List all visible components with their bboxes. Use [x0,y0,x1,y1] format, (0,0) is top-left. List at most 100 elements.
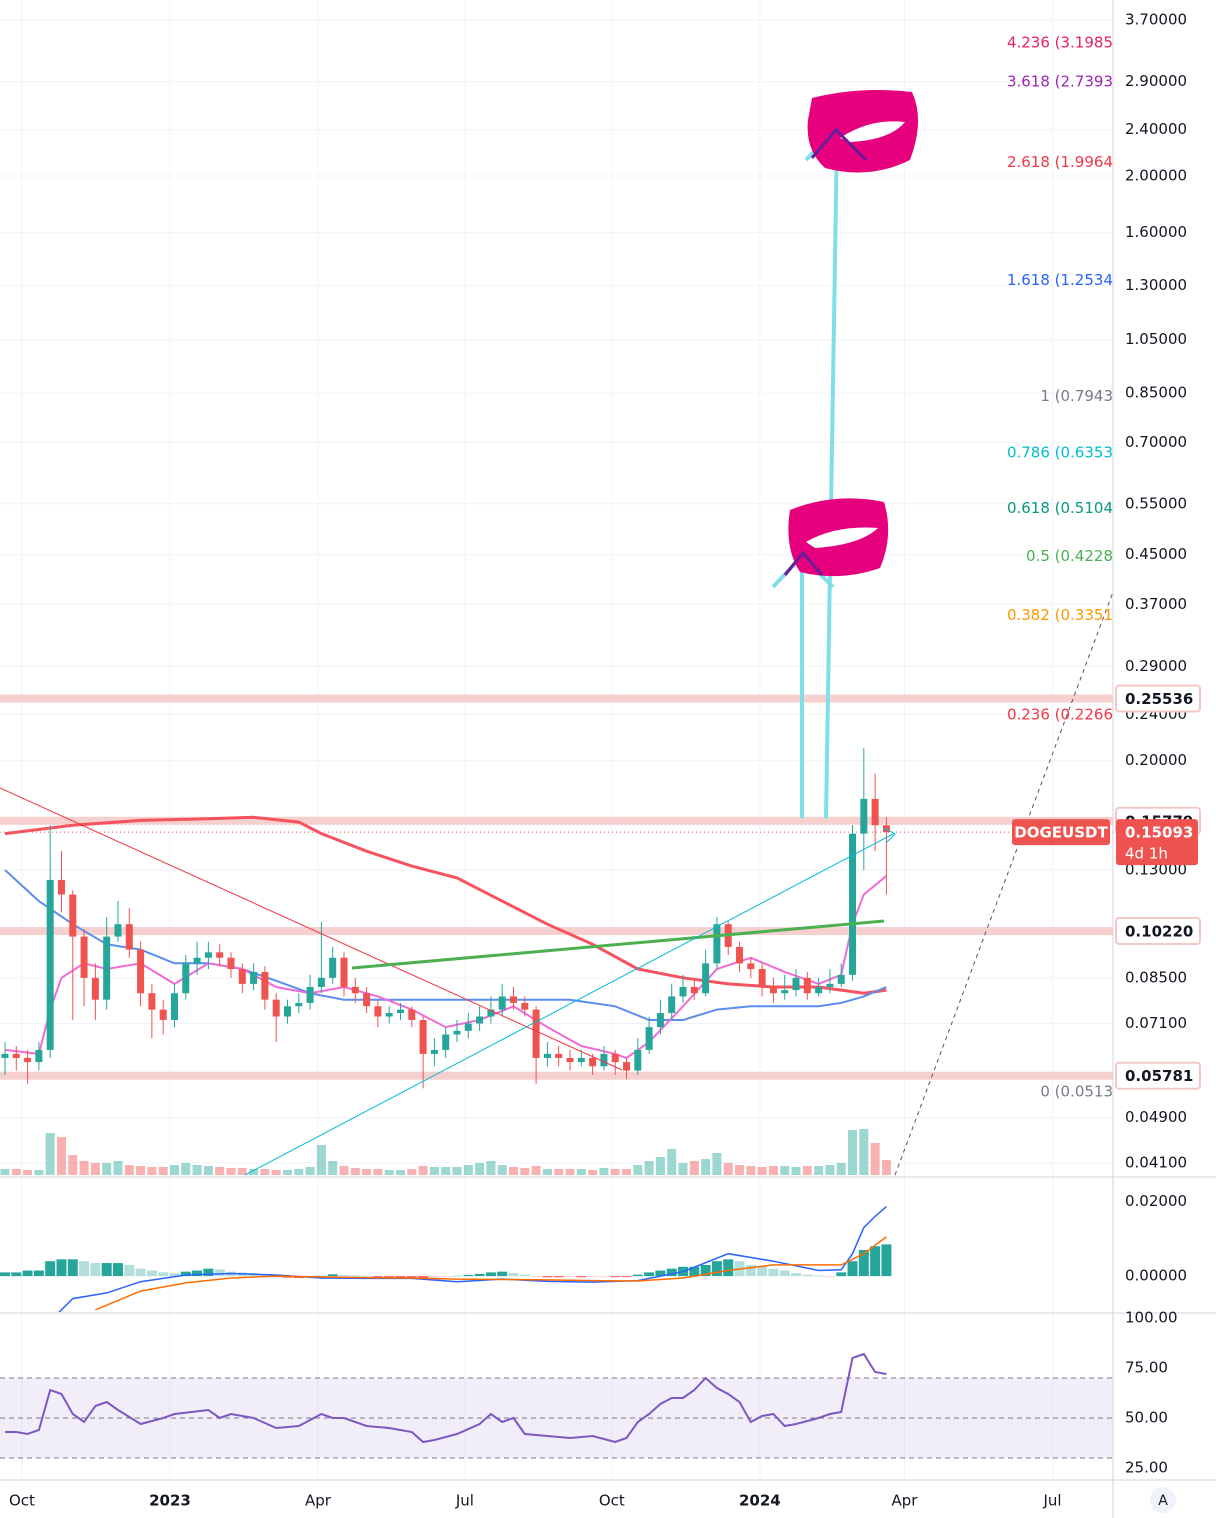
macd-histogram-bar [610,1276,621,1278]
highlight-blob [806,527,878,548]
candle-body [238,969,246,984]
candle-body [283,1006,291,1017]
grid [0,0,1113,1480]
volume-bar [0,1169,10,1175]
y-tick-label: 0.70000 [1125,433,1187,451]
candle-body [645,1027,653,1050]
macd-histogram-bar [565,1276,576,1278]
macd-histogram-bar [802,1274,813,1277]
volume-bar [622,1169,632,1175]
candle-body [12,1053,20,1058]
candle-body [363,993,371,1007]
candle-body [408,1009,416,1020]
candle-body [736,946,744,964]
macd-histogram-bar [745,1264,756,1277]
candle-body [261,971,269,1000]
macd-histogram-bar [45,1261,56,1277]
volume-bar [509,1167,519,1175]
candle-body [543,1053,551,1058]
y-tick-label: 1.60000 [1125,223,1187,241]
y-tick-label: 50.00 [1125,1409,1168,1427]
auto-scale-label[interactable]: A [1158,1493,1168,1509]
candle-body [566,1057,574,1063]
fib-label: 0.382 (0.3351 [1007,606,1113,624]
volume-bar [870,1143,880,1175]
volume-bar [633,1165,643,1175]
y-tick-label: 0.45000 [1125,545,1187,563]
y-tick-label: 100.00 [1125,1309,1178,1327]
macd-histogram-bar [56,1259,67,1277]
macd-histogram-bar [598,1276,609,1278]
macd-histogram-bar [79,1261,90,1277]
macd-histogram-bar [757,1266,768,1277]
x-tick-label: Oct [599,1492,625,1510]
trend-line [351,919,885,970]
fib-label: 0.618 (0.5104 [1007,499,1113,517]
arrow-head [883,827,896,844]
fib-label: 2.618 (1.9964 [1007,153,1113,171]
candle-body [713,924,721,964]
volume-bar [90,1163,100,1175]
macd-histogram-bar [723,1259,734,1277]
candle-body [702,963,710,994]
macd-histogram-bar [858,1249,869,1277]
volume-bar [113,1161,123,1175]
macd-histogram-bar [158,1272,169,1277]
macd-histogram-bar [22,1270,33,1277]
candle-body [577,1057,585,1063]
level-band [0,927,1113,936]
macd-histogram-bar [327,1274,338,1277]
volume-bar [328,1161,338,1175]
volume-bar [542,1169,552,1175]
volume-bar [147,1167,157,1175]
volume-bar [463,1165,473,1175]
volume-bar [56,1137,66,1175]
macd-histogram-bar [372,1276,383,1278]
macd-histogram-bar [338,1275,349,1277]
volume-bar [215,1167,225,1175]
macd-histogram-bar [621,1276,632,1278]
candle-body [826,983,834,987]
candle-body [385,1013,393,1017]
volume-bar [520,1168,530,1175]
candle-body [306,986,314,1003]
fib-label: 1.618 (1.2534 [1007,271,1113,289]
price-tag-label: 0.15093 [1125,824,1193,842]
x-tick-label: Oct [9,1492,35,1510]
candle-body [91,977,99,1000]
candle-body [656,1013,664,1028]
macd-histogram-bar [542,1276,553,1278]
volume-bar [23,1170,33,1175]
y-tick-label: 0.04100 [1125,1153,1187,1171]
candle-body [69,894,77,937]
y-tick-label: 0.00000 [1125,1267,1187,1285]
macd-histogram-bar [124,1264,135,1277]
volume-bar [712,1153,722,1175]
y-tick-label: 0.20000 [1125,751,1187,769]
y-tick-label: 0.08500 [1125,968,1187,986]
candle-body [216,952,224,958]
macd-histogram-bar [406,1276,417,1279]
volume-bar [554,1169,564,1175]
candle-body [351,986,359,994]
auto-scale-button[interactable] [1150,1487,1176,1513]
volume-bar [678,1163,688,1175]
volume-bar [11,1169,21,1175]
volume-bar [237,1168,247,1175]
y-tick-label: 2.90000 [1125,72,1187,90]
candle-body [803,977,811,994]
candle-body [442,1034,450,1050]
candle-body [182,963,190,994]
candle-body [374,1006,382,1017]
y-tick-label: 0.02000 [1125,1192,1187,1210]
macd-histogram-bar [474,1273,485,1277]
volume-bar [825,1165,835,1175]
macd-histogram-bar [418,1276,429,1279]
y-tick-label: 2.40000 [1125,120,1187,138]
volume-bar [68,1155,78,1175]
macd-histogram-bar [135,1268,146,1277]
y-tick-label: 0.37000 [1125,595,1187,613]
macd-histogram-bar [689,1266,700,1277]
macd-histogram-bar [259,1274,270,1277]
x-tick-label: Apr [892,1492,919,1510]
